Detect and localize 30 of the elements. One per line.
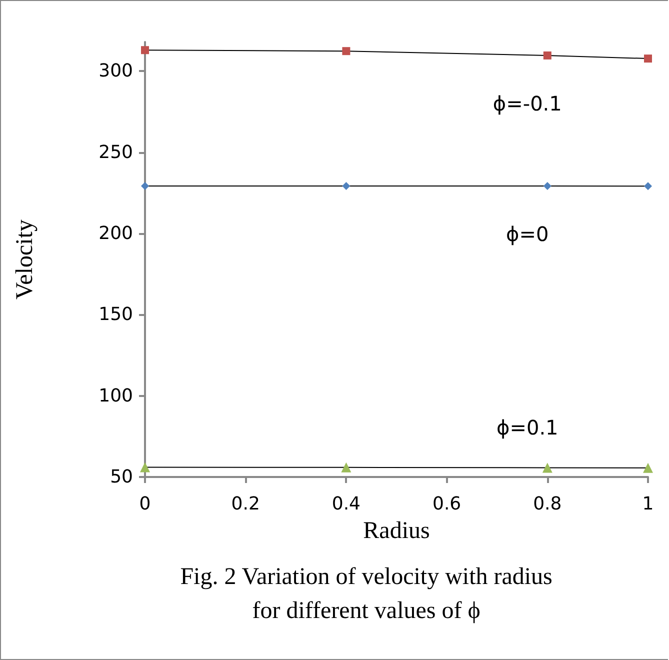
- point: [141, 182, 149, 190]
- x-tick-label: 0: [139, 494, 151, 514]
- x-tick-label: 0.2: [231, 494, 260, 514]
- x-tick-label: 1: [642, 494, 654, 514]
- x-tick-label: 0.6: [432, 494, 462, 514]
- x-tick-label: 0.4: [332, 494, 361, 514]
- point: [342, 47, 350, 56]
- point: [543, 51, 552, 60]
- y-tick-label: 200: [98, 223, 133, 244]
- x-tick-label: 0.8: [533, 494, 562, 514]
- point: [341, 462, 352, 472]
- point: [644, 54, 652, 63]
- y-tick-label: 50: [110, 466, 133, 488]
- x-axis-title: Radius: [363, 518, 430, 544]
- point: [140, 462, 150, 472]
- y-tick-label: 300: [98, 60, 133, 82]
- point: [141, 46, 149, 54]
- point: [643, 462, 653, 473]
- point: [543, 182, 552, 190]
- caption: Fig. 2 Variation of velocity with radius for different values of ϕ: [180, 564, 552, 624]
- point: [644, 182, 652, 190]
- y-tick-label: 150: [98, 304, 133, 326]
- point: [542, 462, 552, 473]
- y-tick-label: 100: [98, 385, 133, 406]
- series-label: ϕ=0: [506, 222, 549, 246]
- y-axis-title: Velocity: [12, 220, 38, 300]
- series-label: ϕ=-0.1: [492, 91, 562, 116]
- y-tick-label: 250: [98, 142, 133, 163]
- series-label: ϕ=0.1: [496, 416, 558, 440]
- point: [342, 182, 350, 190]
